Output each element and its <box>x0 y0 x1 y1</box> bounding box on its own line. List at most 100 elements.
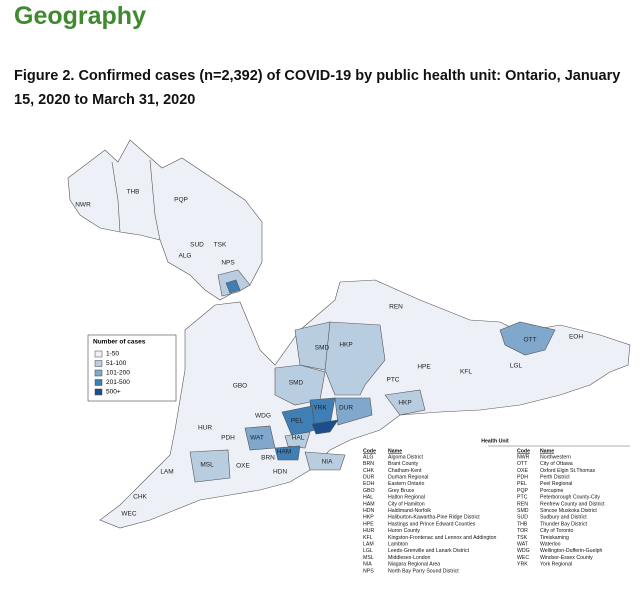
region <box>284 431 311 449</box>
unit-code: TOR <box>517 528 528 534</box>
region-label: MSL <box>200 462 214 469</box>
region <box>384 389 426 416</box>
unit-name: City of Ottawa <box>540 461 573 467</box>
unit-name: Niagara Regional Area <box>388 562 440 568</box>
unit-code: NPS <box>363 568 374 574</box>
region-label: PDH <box>221 435 235 442</box>
unit-code: PQP <box>517 488 528 494</box>
unit-name: North Bay Parry Sound District <box>388 568 459 574</box>
region-label: CHK <box>133 494 147 501</box>
unit-code: THB <box>517 521 528 527</box>
legend-label: 1-50 <box>106 351 119 358</box>
unit-name: Peterborough County-City <box>540 495 600 501</box>
unit-name: Hastings and Prince Edward Counties <box>388 521 476 527</box>
unit-name: Waterloo <box>540 541 561 547</box>
region-label: NIA <box>322 459 334 466</box>
region-label: SUD <box>190 242 204 249</box>
region <box>334 397 373 426</box>
unit-code: HPE <box>363 521 374 527</box>
unit-code: CHK <box>363 468 374 474</box>
region-label: PTC <box>387 377 400 384</box>
boundary <box>111 161 121 233</box>
unit-code: EOH <box>363 481 374 487</box>
table-title: Health Unit <box>481 438 509 444</box>
region-label: PQP <box>174 197 188 204</box>
region <box>324 321 386 396</box>
unit-code: REN <box>517 501 528 507</box>
column-header: Code <box>517 448 530 454</box>
region-label: EOH <box>569 334 583 341</box>
unit-code: HKP <box>363 515 374 521</box>
unit-name: Durham Regional <box>388 474 428 480</box>
region <box>274 445 301 461</box>
region-label: SMD <box>315 345 330 352</box>
unit-code: LGL <box>363 548 373 554</box>
unit-code: ALG <box>363 454 373 460</box>
unit-code: NWR <box>517 454 530 460</box>
south-map <box>99 279 631 529</box>
unit-code: HDN <box>363 508 374 514</box>
region-label: WAT <box>250 435 264 442</box>
region-label: OTT <box>524 337 537 344</box>
region <box>225 279 241 294</box>
legend-swatch <box>94 369 103 377</box>
figure-caption: Figure 2. Confirmed cases (n=2,392) of C… <box>14 68 621 108</box>
boundary <box>149 159 161 241</box>
unit-code: HUR <box>363 528 374 534</box>
unit-name: Kingston-Frontenac and Lennox and Adding… <box>388 535 497 541</box>
unit-code: TSK <box>517 535 528 541</box>
unit-name: Wellington-Dufferin-Guelph <box>540 548 602 554</box>
region <box>189 449 231 483</box>
unit-name: Porcupine <box>540 488 563 494</box>
legend-label: 51-100 <box>106 360 127 367</box>
legend-box <box>87 334 177 402</box>
legend-label: 500+ <box>106 389 121 396</box>
unit-name: Windsor-Essex County <box>540 555 593 561</box>
unit-name: Renfrew County and District <box>540 501 605 507</box>
unit-name: Sudbury and District <box>540 515 587 521</box>
unit-name: Simcoe Muskoka District <box>540 508 597 514</box>
unit-name: Thunder Bay District <box>540 521 588 527</box>
page-title: Geography <box>14 2 146 30</box>
unit-code: GBO <box>363 488 375 494</box>
unit-name: Eastern Ontario <box>388 481 424 487</box>
region-label: LAM <box>160 469 173 476</box>
unit-code: NIA <box>363 562 372 568</box>
unit-name: City of Toronto <box>540 528 573 534</box>
unit-name: Timiskaming <box>540 535 569 541</box>
column-header: Name <box>540 448 554 454</box>
unit-code: YRK <box>517 562 528 568</box>
region-label: KFL <box>460 369 472 376</box>
region-label: THB <box>127 189 140 196</box>
region-label: WEC <box>121 511 136 518</box>
unit-code: WAT <box>517 541 529 547</box>
unit-name: Huron County <box>388 528 420 534</box>
region-label: BRN <box>261 455 275 462</box>
unit-code: HAM <box>363 501 375 507</box>
legend-label: 201-500 <box>106 379 130 386</box>
unit-code: LAM <box>363 541 374 547</box>
unit-name: York Regional <box>540 562 572 568</box>
legend-swatch <box>94 379 103 386</box>
unit-name: Algoma District <box>388 454 423 460</box>
region-label: HDN <box>273 469 287 476</box>
column-header: Name <box>388 448 402 454</box>
region-label: HAL <box>292 435 305 442</box>
region <box>311 419 339 435</box>
unit-code: KFL <box>363 535 373 541</box>
unit-name: Northwestern <box>540 454 571 460</box>
region-label: DUR <box>339 405 353 412</box>
region-label: WDG <box>255 413 271 420</box>
unit-name: Perth District <box>540 474 570 480</box>
unit-code: OTT <box>517 461 528 467</box>
region-label: YRK <box>313 405 327 412</box>
region-label: HPE <box>417 364 431 371</box>
legend-swatch <box>94 360 103 367</box>
region-label: HUR <box>198 425 212 432</box>
legend-swatch <box>94 388 103 396</box>
unit-code: SUD <box>517 515 528 521</box>
column-header: Code <box>363 448 376 454</box>
unit-name: Lambton <box>388 541 408 547</box>
